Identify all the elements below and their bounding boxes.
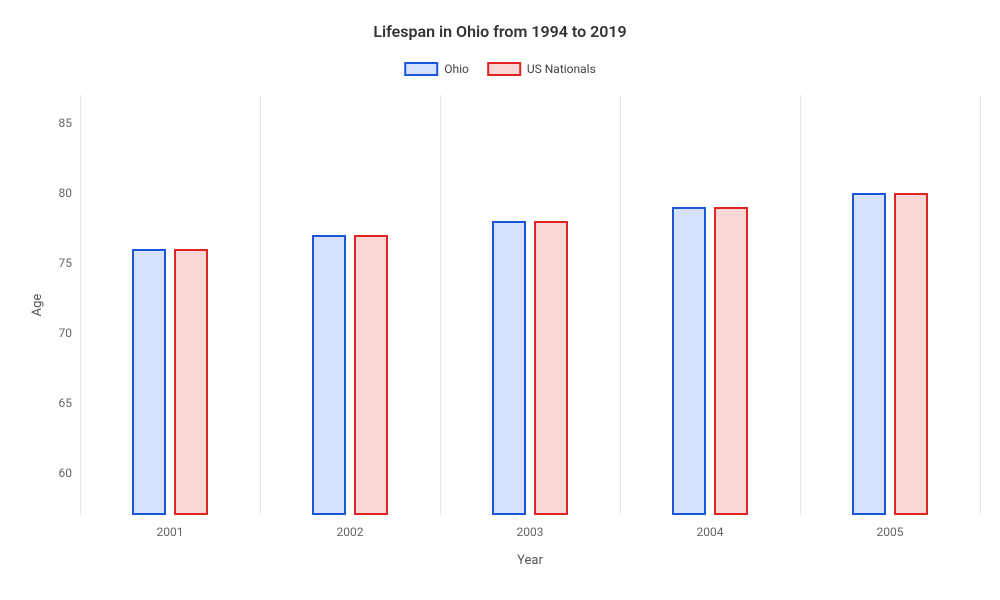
y-tick-label: 80 xyxy=(59,186,73,200)
grid-line xyxy=(980,95,981,515)
plot-area: 60657075808520012002200320042005 xyxy=(80,95,980,515)
y-tick-label: 70 xyxy=(59,326,73,340)
x-tick-label: 2001 xyxy=(157,525,184,539)
legend-item-ohio: Ohio xyxy=(404,62,469,76)
legend-label-ohio: Ohio xyxy=(444,62,469,76)
legend-item-usnationals: US Nationals xyxy=(487,62,596,76)
x-axis-label: Year xyxy=(517,553,543,568)
legend-swatch-usnationals xyxy=(487,62,521,76)
legend-label-usnationals: US Nationals xyxy=(527,62,596,76)
legend-swatch-ohio xyxy=(404,62,438,76)
y-axis-label: Age xyxy=(30,294,45,317)
bar xyxy=(672,207,706,515)
bar xyxy=(132,249,166,515)
bar xyxy=(534,221,568,515)
bar xyxy=(354,235,388,515)
legend: Ohio US Nationals xyxy=(404,62,596,76)
chart-container: Lifespan in Ohio from 1994 to 2019 Ohio … xyxy=(0,0,1000,600)
chart-title: Lifespan in Ohio from 1994 to 2019 xyxy=(0,22,1000,41)
x-tick-label: 2003 xyxy=(517,525,544,539)
y-tick-label: 75 xyxy=(59,256,73,270)
bar xyxy=(852,193,886,515)
grid-line xyxy=(440,95,441,515)
y-tick-label: 85 xyxy=(59,116,73,130)
x-tick-label: 2005 xyxy=(877,525,904,539)
y-tick-label: 60 xyxy=(59,466,73,480)
grid-line xyxy=(80,95,81,515)
bar xyxy=(894,193,928,515)
y-tick-label: 65 xyxy=(59,396,73,410)
x-tick-label: 2004 xyxy=(697,525,724,539)
bar xyxy=(714,207,748,515)
x-tick-label: 2002 xyxy=(337,525,364,539)
bar xyxy=(312,235,346,515)
grid-line xyxy=(260,95,261,515)
grid-line xyxy=(620,95,621,515)
bar xyxy=(492,221,526,515)
bar xyxy=(174,249,208,515)
grid-line xyxy=(800,95,801,515)
